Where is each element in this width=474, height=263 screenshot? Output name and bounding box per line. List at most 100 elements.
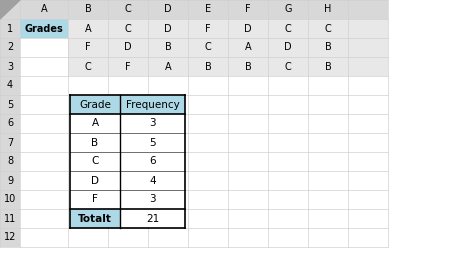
Bar (120, 190, 185, 209)
Bar (348, 133, 388, 152)
Bar (188, 209, 228, 228)
Text: 6: 6 (7, 119, 13, 129)
Bar (0, 57, 20, 76)
Text: 4: 4 (7, 80, 13, 90)
Bar (120, 114, 185, 133)
Bar (348, 190, 388, 209)
Bar (20, 19, 68, 38)
Bar (268, 57, 308, 76)
Bar (228, 95, 268, 114)
Text: D: D (164, 4, 172, 14)
Bar (228, 133, 268, 152)
Text: 3: 3 (149, 119, 156, 129)
Text: C: C (205, 43, 211, 53)
Bar (188, 57, 228, 76)
Bar (268, 133, 308, 152)
Bar (0, 38, 20, 57)
Text: D: D (124, 43, 132, 53)
Polygon shape (0, 0, 20, 19)
Bar (308, 95, 348, 114)
Bar (0, 228, 20, 247)
Text: B: B (325, 43, 331, 53)
Text: 10: 10 (4, 195, 16, 205)
Text: C: C (85, 62, 91, 72)
Bar (20, 190, 68, 209)
Bar (348, 209, 388, 228)
Bar (0, 171, 20, 190)
Text: 2: 2 (7, 43, 13, 53)
Bar (108, 57, 148, 76)
Bar (108, 95, 148, 114)
Bar (188, 95, 228, 114)
Bar (148, 38, 188, 57)
Bar (20, 228, 68, 247)
Text: 11: 11 (4, 214, 16, 224)
Text: G: G (284, 4, 292, 14)
Bar (348, 171, 388, 190)
Bar (68, 152, 108, 171)
Bar (0, 209, 20, 228)
Bar (348, 95, 388, 114)
Bar (68, 114, 108, 133)
Text: 7: 7 (7, 138, 13, 148)
Text: A: A (91, 119, 99, 129)
Text: D: D (284, 43, 292, 53)
Bar (348, 0, 388, 19)
Bar (68, 133, 108, 152)
Bar (108, 209, 148, 228)
Bar (108, 76, 148, 95)
Text: C: C (125, 23, 131, 33)
Bar (228, 0, 268, 19)
Bar (0, 152, 20, 171)
Bar (108, 171, 148, 190)
Bar (20, 171, 68, 190)
Bar (268, 228, 308, 247)
Bar (228, 228, 268, 247)
Bar (308, 133, 348, 152)
Bar (348, 19, 388, 38)
Bar (228, 38, 268, 57)
Bar (228, 190, 268, 209)
Bar (188, 152, 228, 171)
Bar (120, 133, 185, 152)
Bar (70, 209, 120, 228)
Bar (188, 190, 228, 209)
Text: F: F (92, 195, 98, 205)
Bar (188, 38, 228, 57)
Bar (20, 133, 68, 152)
Bar (148, 209, 188, 228)
Text: 8: 8 (7, 156, 13, 166)
Bar (20, 95, 68, 114)
Bar (188, 76, 228, 95)
Bar (148, 0, 188, 19)
Bar (68, 95, 108, 114)
Bar (120, 209, 185, 228)
Bar (20, 152, 68, 171)
Bar (228, 114, 268, 133)
Text: D: D (91, 175, 99, 185)
Bar (70, 190, 120, 209)
Text: 4: 4 (149, 175, 156, 185)
Bar (268, 38, 308, 57)
Bar (0, 114, 20, 133)
Text: B: B (245, 62, 251, 72)
Bar (20, 0, 68, 19)
Bar (0, 19, 20, 38)
Bar (70, 171, 120, 190)
Text: F: F (125, 62, 131, 72)
Bar (20, 38, 68, 57)
Text: 12: 12 (4, 232, 16, 242)
Bar (188, 114, 228, 133)
Bar (68, 19, 108, 38)
Bar (0, 0, 20, 19)
Bar (108, 19, 148, 38)
Bar (20, 114, 68, 133)
Text: C: C (284, 62, 292, 72)
Bar (268, 0, 308, 19)
Bar (108, 190, 148, 209)
Bar (308, 19, 348, 38)
Bar (348, 228, 388, 247)
Bar (148, 19, 188, 38)
Bar (120, 152, 185, 171)
Bar (70, 114, 120, 133)
